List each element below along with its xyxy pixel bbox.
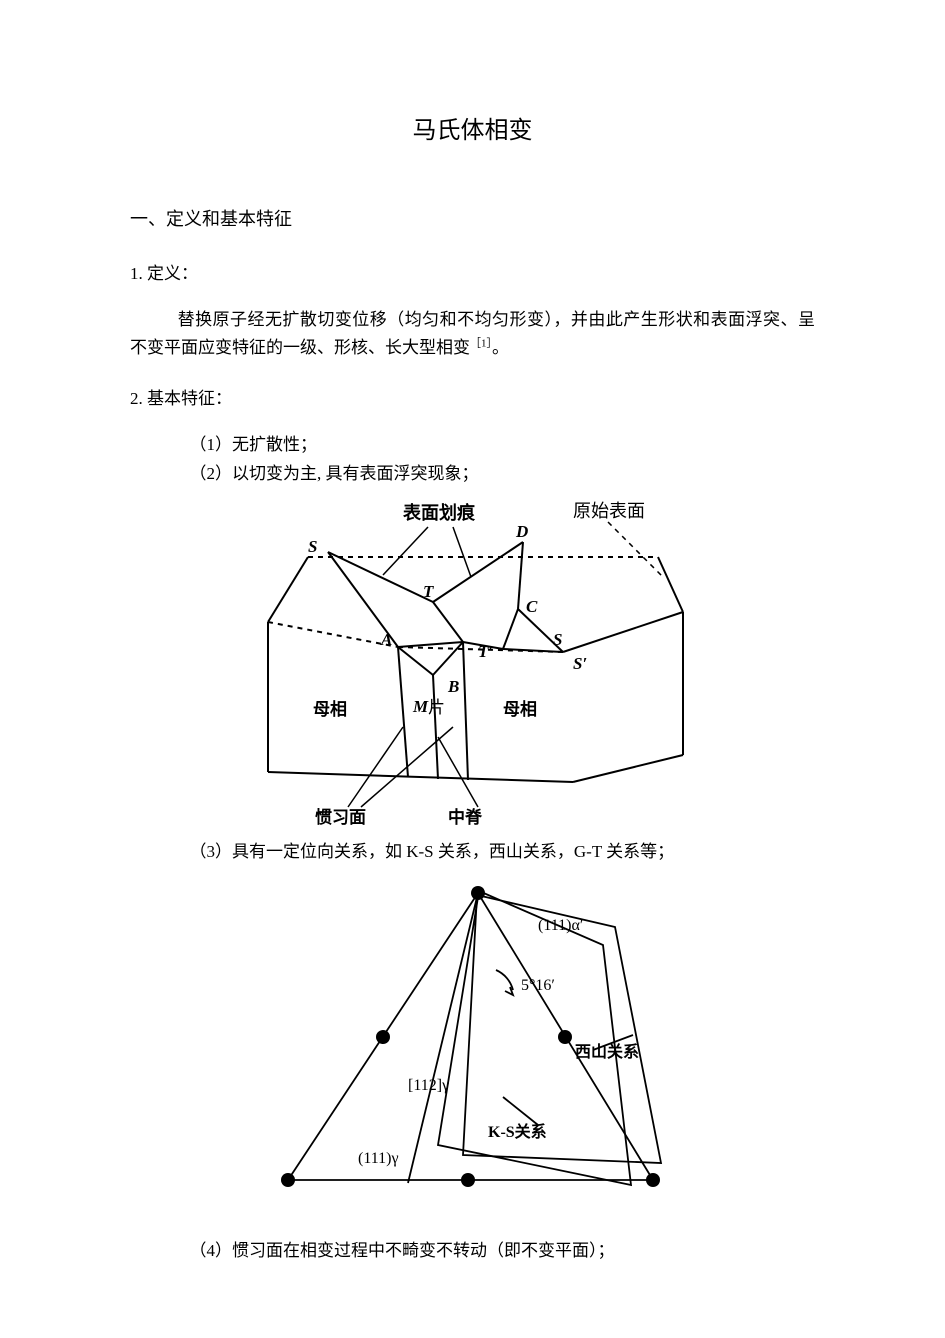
fig1-pt-b: B — [447, 677, 459, 696]
definition-period: 。 — [492, 338, 509, 357]
fig2-label-ks: K-S关系 — [488, 1122, 547, 1141]
feature-item-4: （4）惯习面在相变过程中不畸变不转动（即不变平面）； — [130, 1237, 815, 1266]
feature-list-4: （4）惯习面在相变过程中不畸变不转动（即不变平面）； — [130, 1237, 815, 1266]
fig1-pt-t: T — [423, 582, 434, 601]
fig1-pt-a: A — [380, 630, 392, 649]
fig2-label-nishiyama: 西山关系 — [575, 1042, 639, 1061]
figure-2-svg: (111)α′ 5°16′ [112]γ (111)γ 西山关系 K-S关系 — [263, 875, 683, 1210]
fig2-label-angle: 5°16′ — [521, 977, 555, 994]
definition-text: 替换原子经无扩散切变位移（均匀和不均匀形变），并由此产生形状和表面浮突、呈不变平… — [130, 310, 815, 357]
fig1-pt-m: M — [412, 697, 429, 716]
fig1-pt-s-right: S — [553, 630, 562, 649]
section-heading: 一、定义和基本特征 — [130, 205, 815, 231]
fig2-label-111a: (111)α′ — [538, 917, 583, 934]
fig1-label-parent-left: 母相 — [313, 699, 347, 719]
fig2-label-112: [112]γ — [408, 1077, 449, 1094]
page-title: 马氏体相变 — [130, 110, 815, 145]
fig1-pt-sprime: S′ — [573, 654, 587, 673]
feature-list-3: （3）具有一定位向关系，如 K-S 关系，西山关系，G-T 关系等； — [130, 838, 815, 867]
fig1-pt-s-left: S — [308, 537, 317, 556]
reference-marker: ［1］ — [470, 337, 492, 349]
fig1-pt-d: D — [515, 522, 528, 541]
feature-item-2: （2）以切变为主, 具有表面浮突现象； — [130, 460, 815, 489]
sub-heading-definition: 1. 定义： — [130, 259, 815, 284]
fig1-label-pian: 片 — [428, 698, 445, 717]
fig2-label-111g: (111)γ — [358, 1150, 399, 1167]
feature-list: （1）无扩散性； （2）以切变为主, 具有表面浮突现象； — [130, 431, 815, 489]
figure-2: (111)α′ 5°16′ [112]γ (111)γ 西山关系 K-S关系 — [130, 875, 815, 1215]
fig1-pt-tprime: T′ — [478, 642, 493, 661]
fig1-label-parent-right: 母相 — [503, 699, 537, 719]
figure-1: 表面划痕 原始表面 S D T C A T′ S S′ B M 母相 片 母相 … — [130, 497, 815, 832]
fig1-pt-c: C — [526, 597, 538, 616]
fig1-label-ridge: 中脊 — [448, 807, 483, 827]
figure-1-svg: 表面划痕 原始表面 S D T C A T′ S S′ B M 母相 片 母相 … — [253, 497, 693, 827]
fig1-label-habit-plane: 惯习面 — [315, 807, 366, 827]
sub-heading-features: 2. 基本特征： — [130, 384, 815, 409]
definition-paragraph: 替换原子经无扩散切变位移（均匀和不均匀形变），并由此产生形状和表面浮突、呈不变平… — [130, 306, 815, 362]
fig1-label-original-surface: 原始表面 — [573, 501, 645, 521]
feature-item-1: （1）无扩散性； — [130, 431, 815, 460]
feature-item-3: （3）具有一定位向关系，如 K-S 关系，西山关系，G-T 关系等； — [130, 838, 815, 867]
fig1-label-scratch: 表面划痕 — [403, 502, 476, 523]
